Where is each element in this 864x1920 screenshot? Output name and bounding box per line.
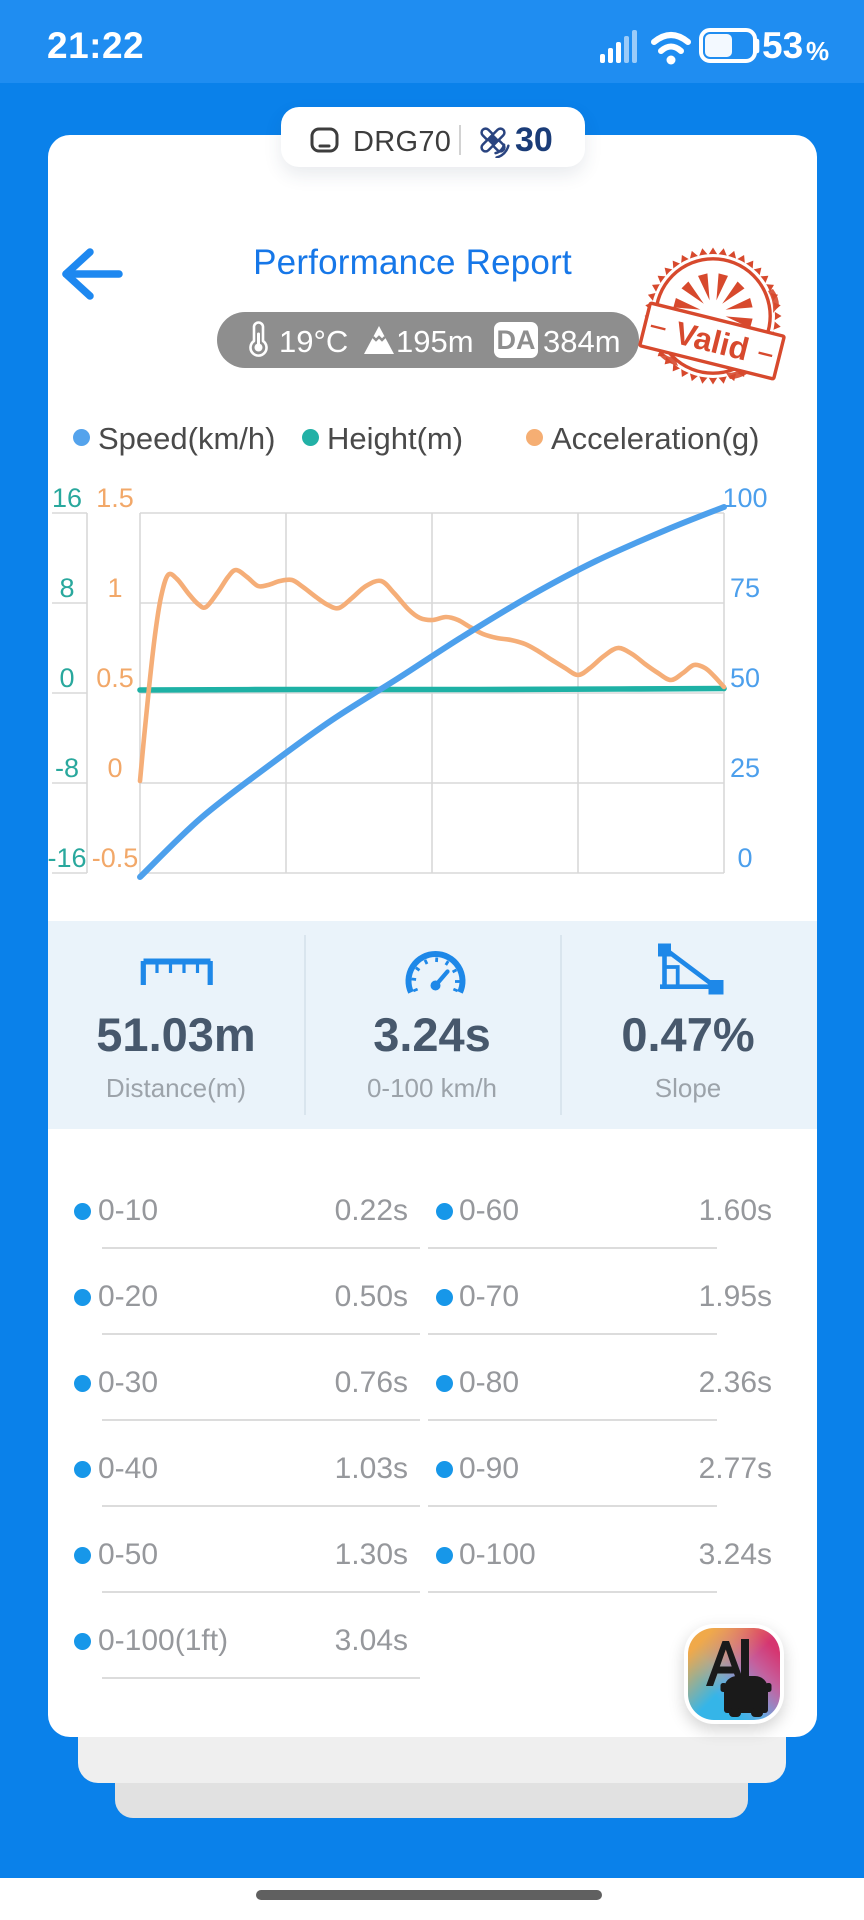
svg-text:0: 0 [59,663,74,693]
svg-text:50: 50 [730,663,760,693]
svg-text:0: 0 [737,843,752,873]
svg-text:1: 1 [107,573,122,603]
svg-text:-8: -8 [55,753,79,783]
svg-text:0.5: 0.5 [96,663,134,693]
svg-text:-0.5: -0.5 [92,843,139,873]
svg-text:1.5: 1.5 [96,483,134,513]
svg-text:8: 8 [59,573,74,603]
svg-text:16: 16 [52,483,82,513]
svg-text:25: 25 [730,753,760,783]
svg-text:100: 100 [722,483,767,513]
svg-text:75: 75 [730,573,760,603]
svg-text:0: 0 [107,753,122,783]
svg-text:-16: -16 [47,843,86,873]
